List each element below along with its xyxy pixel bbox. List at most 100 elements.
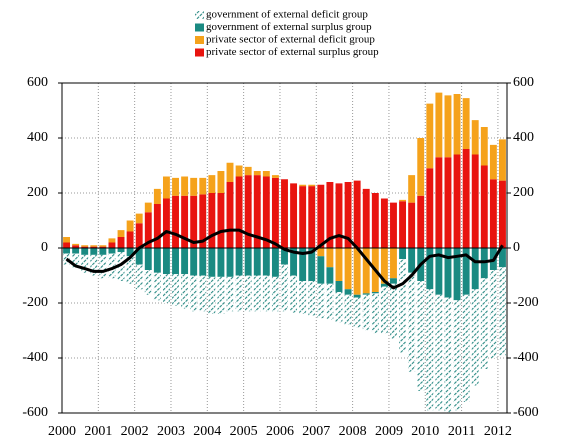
bar-segment (408, 248, 416, 273)
bar-segment (281, 179, 288, 248)
bar-segment (172, 248, 179, 275)
x-tick-label: 2011 (448, 424, 475, 439)
plot-frame (61, 82, 508, 414)
bar-segment (390, 278, 397, 284)
bar-segment (63, 237, 70, 243)
x-tick-label: 2010 (411, 424, 439, 439)
bar-segment (172, 274, 179, 306)
bar-segment (390, 202, 397, 248)
bar-segment (135, 223, 143, 248)
bar-segment (244, 275, 252, 312)
bar-segment (90, 254, 98, 276)
bar-segment (353, 297, 361, 328)
bar-segment (226, 248, 234, 277)
bar-segment (453, 300, 461, 411)
bar-segment (162, 274, 170, 303)
bar-segment (199, 248, 207, 276)
bar-segment (308, 186, 316, 248)
bar-segment (235, 176, 243, 248)
bar-segment (108, 253, 116, 279)
bar-segment (362, 293, 370, 295)
bar-segment (317, 256, 325, 284)
bar-segment (63, 248, 70, 254)
bar-segment (462, 294, 470, 402)
bar-segment (444, 248, 452, 298)
bar-segment (353, 180, 361, 248)
bar-segment (426, 248, 434, 290)
y2-tick-label: 0 (513, 240, 520, 255)
bar-segment (271, 177, 279, 248)
bar-segment (380, 248, 388, 284)
bar-segment (199, 275, 207, 312)
bar-segment (480, 278, 488, 369)
bar-segment (90, 248, 98, 255)
bar-segment (290, 183, 298, 248)
bar-segment (135, 213, 143, 224)
legend-label: private sector of external deficit group (206, 34, 375, 46)
bar-segment (244, 175, 252, 248)
line (65, 228, 504, 290)
bar-segment (190, 248, 198, 276)
bar-segment (226, 182, 234, 248)
bar-segment (426, 289, 434, 411)
bar-segment (417, 281, 425, 391)
bar-segment (335, 183, 343, 248)
bar-segment (271, 276, 279, 312)
bar-segment (199, 194, 207, 248)
bar-segment (162, 176, 170, 199)
bar-segment (81, 254, 89, 273)
bar-segment (181, 274, 189, 309)
y2-tick-label: -600 (513, 405, 539, 420)
x-tick-label: 2003 (157, 424, 185, 439)
legend-swatch (195, 36, 204, 44)
bar-segment (262, 176, 270, 248)
y-tick-label: -200 (22, 295, 48, 310)
bar-segment (126, 231, 134, 248)
legend-label: private sector of external surplus group (206, 46, 379, 58)
bar-segment (326, 283, 334, 320)
bar-segment (199, 177, 207, 195)
y-tick-label: -400 (22, 350, 48, 365)
bar-segment (326, 267, 334, 284)
bar-segment (108, 248, 116, 254)
bar-segment (471, 248, 479, 290)
y-tick-label: -600 (22, 405, 48, 420)
y2-tick-label: -400 (513, 350, 539, 365)
bar-segment (435, 248, 443, 295)
bar-segment (499, 139, 506, 181)
bar-segment (181, 176, 189, 196)
bar-segment (362, 294, 370, 331)
bar-segment (208, 276, 216, 314)
bar-segment (435, 157, 443, 248)
bar-segment (144, 202, 152, 213)
bar-segment (117, 230, 125, 237)
legend-swatch (195, 48, 204, 57)
bar-segment (462, 98, 470, 149)
x-tick-label: 2000 (48, 424, 76, 439)
bar-segment (380, 286, 388, 334)
bar-segment (281, 264, 288, 312)
bar-segment (480, 165, 488, 248)
bar-segment (99, 246, 107, 248)
bar-segment (353, 294, 361, 298)
bar-segment (399, 248, 407, 259)
bar-segment (153, 272, 161, 301)
bar-segment (480, 127, 488, 166)
bar-segment (72, 248, 80, 254)
bar-segment (90, 245, 98, 247)
bar-segment (226, 162, 234, 182)
bar-segment (362, 188, 370, 248)
bar-segment (499, 248, 506, 268)
bar-segment (335, 292, 343, 323)
bar-segment (126, 220, 134, 232)
x-tick-label: 2001 (84, 424, 112, 439)
bar-segment (262, 248, 270, 276)
y-tick-label: 400 (27, 130, 48, 145)
bar-segment (462, 149, 470, 248)
bar-segment (408, 175, 416, 203)
bar-segment (271, 175, 279, 178)
bar-segment (144, 212, 152, 248)
bar-segment (126, 248, 134, 257)
bar-segment (190, 195, 198, 248)
bar-segment (262, 171, 270, 177)
